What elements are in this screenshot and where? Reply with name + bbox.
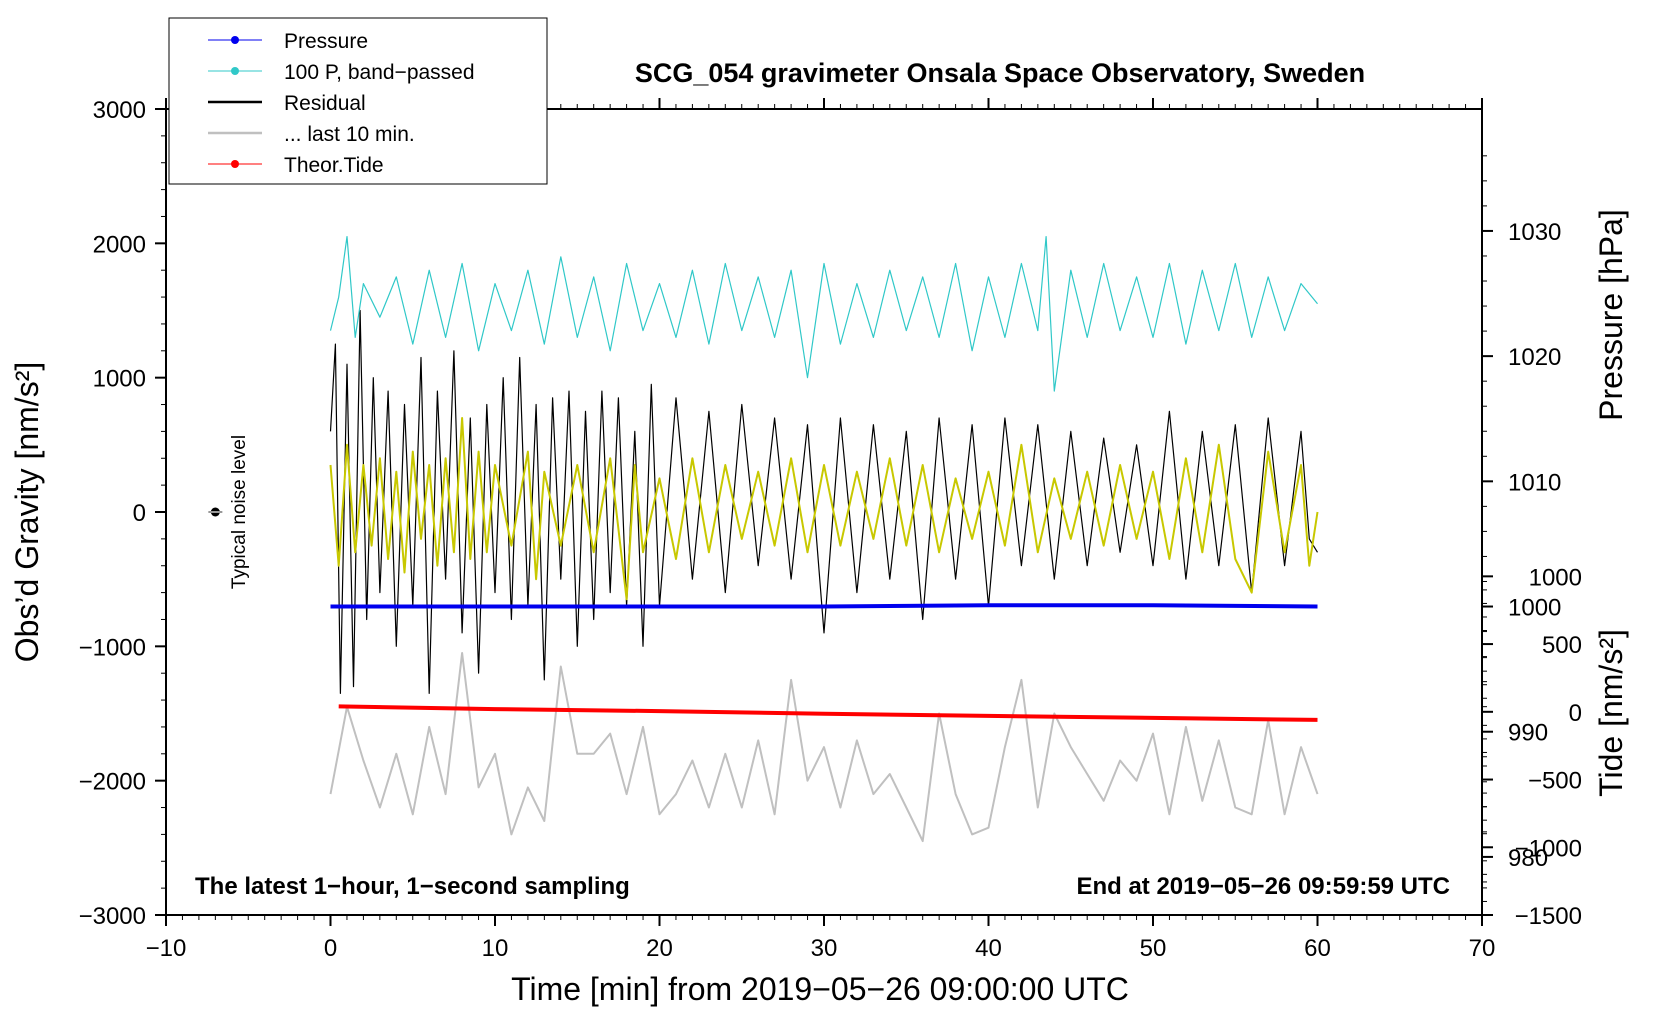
x-tick-label: 10 <box>482 935 509 962</box>
series-pressure <box>330 603 1318 609</box>
ticks-layer: −10 0 10 20 30 40 50 60 70−3000−2000−10000100020… <box>79 97 1582 962</box>
legend-swatch-marker <box>231 36 239 44</box>
pressure-tick-label: 1010 <box>1508 469 1561 496</box>
pressure-tick-label: 1020 <box>1508 344 1561 371</box>
tide-tick-label: −1500 <box>1515 903 1582 930</box>
y-tick-label: 0 <box>133 500 146 527</box>
y-axis-title-pressure: Pressure [hPa] <box>1593 209 1629 421</box>
series-theor-tide <box>338 704 1318 722</box>
footer-sampling-note: The latest 1−hour, 1−second sampling <box>195 873 630 900</box>
chart-title: SCG_054 gravimeter Onsala Space Observat… <box>635 58 1365 88</box>
pressure-tick-label: 990 <box>1508 720 1548 747</box>
x-axis-title: Time [min] from 2019−05−26 09:00:00 UTC <box>511 971 1129 1007</box>
legend: Pressure 100 P, band−passed Residual ... la… <box>168 17 548 185</box>
series-residual-filtered <box>329 417 1319 601</box>
y-tick-label: 1000 <box>93 366 146 393</box>
noise-level-label: Typical noise level <box>229 435 250 589</box>
legend-swatch-marker <box>231 67 239 75</box>
series-layer <box>329 236 1319 843</box>
x-tick-label: −10 <box>146 935 187 962</box>
y-axis-title-tide: Tide [nm/s²] <box>1593 629 1629 797</box>
legend-label: Theor.Tide <box>284 154 384 177</box>
footer-end-time: End at 2019−05−26 09:59:59 UTC <box>1076 873 1450 900</box>
tide-tick-label: −1000 <box>1515 835 1582 862</box>
y-axis-title-gravity: Obs’d Gravity [nm/s²] <box>9 362 45 663</box>
y-tick-label: −3000 <box>79 903 146 930</box>
labels-layer: SCG_054 gravimeter Onsala Space Observat… <box>9 58 1629 1007</box>
x-tick-label: 40 <box>975 935 1002 962</box>
x-tick-label: 50 <box>1140 935 1167 962</box>
x-tick-label: 30 <box>811 935 838 962</box>
legend-label: Pressure <box>284 30 368 53</box>
series-100-p-band-passed <box>329 236 1318 392</box>
y-tick-label: −2000 <box>79 769 146 796</box>
legend-items: Pressure 100 P, band−passed Residual ... la… <box>208 30 475 177</box>
tide-tick-label: −500 <box>1528 768 1582 795</box>
legend-label: Residual <box>284 92 366 115</box>
legend-label: ... last 10 min. <box>284 123 415 146</box>
pressure-tick-label: 1000 <box>1508 595 1561 622</box>
y-tick-label: 2000 <box>93 231 146 258</box>
x-tick-label: 70 <box>1469 935 1496 962</box>
x-tick-label: 0 <box>324 935 337 962</box>
series-last-10-min <box>329 652 1319 843</box>
tide-tick-label: 1000 <box>1529 564 1582 591</box>
pressure-tick-label: 1030 <box>1508 219 1561 246</box>
y-tick-label: −1000 <box>79 634 146 661</box>
x-tick-label: 60 <box>1304 935 1331 962</box>
tide-tick-label: 500 <box>1542 632 1582 659</box>
tide-tick-label: 0 <box>1569 700 1582 727</box>
legend-label: 100 P, band−passed <box>284 61 475 84</box>
x-tick-label: 20 <box>646 935 673 962</box>
pressure-tick-label: 980 <box>1508 845 1548 872</box>
y-tick-label: 3000 <box>93 97 146 124</box>
legend-swatch-marker <box>231 160 239 168</box>
